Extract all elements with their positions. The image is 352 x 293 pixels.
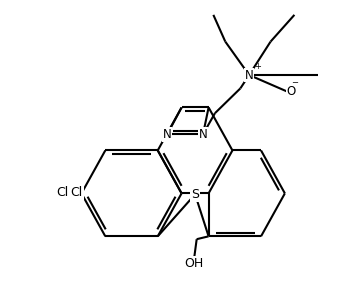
Text: N: N: [199, 128, 207, 141]
Text: Cl: Cl: [56, 186, 69, 199]
Text: O: O: [287, 85, 296, 98]
Text: +: +: [254, 62, 261, 71]
Text: N: N: [245, 69, 253, 81]
Text: N: N: [163, 128, 172, 141]
Text: Cl: Cl: [70, 186, 83, 199]
Text: OH: OH: [184, 257, 203, 270]
Text: S: S: [191, 188, 199, 201]
Text: −: −: [291, 78, 298, 87]
